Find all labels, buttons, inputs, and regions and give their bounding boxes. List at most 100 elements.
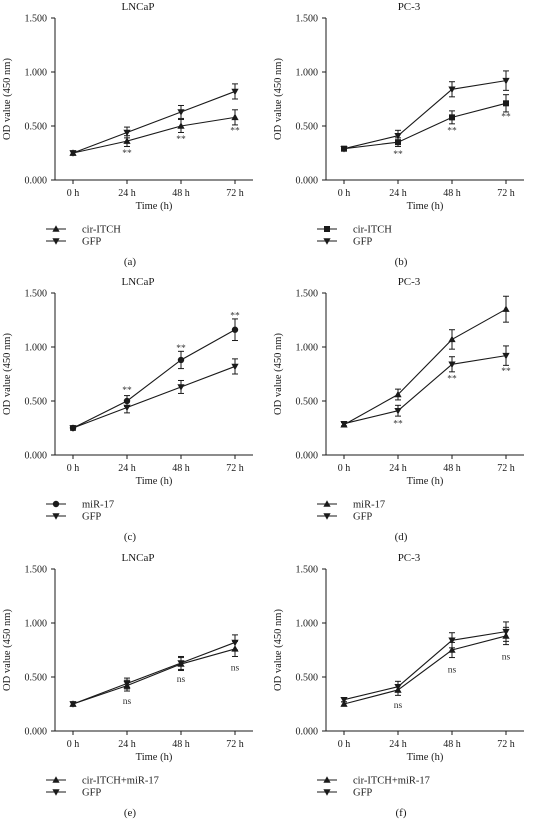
y-axis-label: OD value (450 nm) [2, 58, 13, 140]
y-tick-label: 1.000 [25, 343, 48, 354]
legend-label: cir-ITCH [82, 225, 121, 236]
data-point [340, 696, 348, 704]
x-tick-label: 0 h [338, 188, 351, 199]
data-point [395, 139, 401, 146]
series-0 [340, 295, 510, 428]
legend-marker [52, 789, 60, 796]
chart-svg: LNCaP 0.000 0.500 1.000 1.500 0 h 24 h 48 h 72 h… [2, 552, 253, 819]
x-axis-label: Time (h) [136, 476, 173, 487]
chart-title: LNCaP [122, 1, 155, 13]
significance-label: ns [123, 697, 132, 707]
data-point [123, 137, 131, 144]
x-axis-label: Time (h) [407, 752, 444, 763]
legend-marker [324, 226, 330, 232]
y-axis-label: OD value (450 nm) [273, 609, 284, 691]
series-line [72, 116, 236, 154]
y-tick-label: 0.000 [25, 727, 48, 738]
y-tick-label: 1.000 [25, 619, 48, 630]
y-tick-label: 0.000 [25, 176, 48, 187]
data-point [394, 407, 402, 415]
chart-svg: PC-3 0.000 0.500 1.000 1.500 0 h 24 h 48 h 72 h T… [273, 276, 524, 543]
data-point [123, 129, 131, 137]
x-tick-label: 48 h [172, 188, 190, 199]
x-axis-label: Time (h) [407, 201, 444, 212]
y-tick-label: 1.500 [25, 289, 48, 300]
data-point [123, 680, 131, 688]
significance-label: ns [502, 652, 511, 662]
chart-title: PC-3 [398, 1, 421, 13]
legend-marker [323, 789, 331, 796]
panel-d: PC-3 0.000 0.500 1.000 1.500 0 h 24 h 48 h 72 h T… [271, 275, 542, 550]
x-tick-label: 24 h [118, 188, 136, 199]
significance-label: ** [176, 344, 186, 354]
data-point [231, 88, 239, 96]
x-tick-label: 48 h [443, 188, 461, 199]
x-tick-label: 48 h [443, 739, 461, 750]
data-point [448, 646, 456, 653]
panel-b: PC-3 0.000 0.500 1.000 1.500 0 h 24 h 48 h 72 h T… [271, 0, 542, 275]
significance-label: ** [501, 112, 511, 122]
data-point [177, 660, 185, 667]
panel-letter: (e) [124, 807, 137, 819]
series-line [72, 365, 236, 429]
data-point [231, 639, 239, 647]
panel-letter: (d) [395, 531, 408, 543]
y-tick-label: 0.000 [296, 451, 319, 462]
legend-label: miR-17 [353, 500, 385, 511]
data-point [502, 77, 510, 85]
data-point [340, 420, 348, 428]
data-point [231, 363, 239, 371]
legend-label: cir-ITCH+miR-17 [353, 776, 430, 787]
series-line [343, 308, 507, 426]
data-point [449, 114, 455, 121]
x-axis-label: Time (h) [407, 476, 444, 487]
series-1 [69, 358, 239, 432]
y-tick-label: 0.500 [296, 122, 319, 133]
panel-f: PC-3 0.000 0.500 1.000 1.500 0 h 24 h 48 h 72 h T… [271, 551, 542, 826]
y-tick-label: 1.500 [296, 14, 319, 25]
legend-marker [323, 500, 331, 507]
x-tick-label: 0 h [67, 739, 80, 750]
series-line [72, 90, 236, 154]
legend-marker [52, 500, 60, 508]
legend-marker [323, 776, 331, 783]
data-point [394, 132, 402, 140]
data-point [503, 100, 509, 107]
data-point [177, 384, 185, 391]
legend-label: cir-ITCH [353, 225, 392, 236]
legend-marker [52, 776, 60, 783]
x-tick-label: 72 h [497, 463, 515, 474]
y-tick-label: 0.000 [296, 727, 319, 738]
x-tick-label: 48 h [443, 463, 461, 474]
data-point [69, 701, 77, 708]
legend-marker [323, 513, 331, 520]
series-line [72, 329, 236, 429]
series-line [72, 648, 236, 705]
data-point [177, 109, 185, 116]
x-tick-label: 48 h [172, 739, 190, 750]
data-point [394, 390, 402, 398]
legend-marker [52, 225, 60, 232]
legend-label: GFP [353, 237, 372, 248]
y-tick-label: 0.500 [296, 397, 319, 408]
panel-a: LNCaP 0.000 0.500 1.000 1.500 0 h 24 h 48 h 72 h… [0, 0, 271, 275]
chart-svg: LNCaP 0.000 0.500 1.000 1.500 0 h 24 h 48 h 72 h… [2, 1, 253, 268]
x-tick-label: 72 h [226, 188, 244, 199]
y-tick-label: 0.000 [296, 176, 319, 187]
y-tick-label: 1.000 [25, 68, 48, 79]
y-tick-label: 1.500 [25, 14, 48, 25]
data-point [502, 352, 510, 360]
y-tick-label: 0.500 [25, 122, 48, 133]
data-point [448, 361, 456, 369]
panel-letter: (a) [124, 256, 137, 268]
legend-label: cir-ITCH+miR-17 [82, 776, 159, 787]
chart-svg: PC-3 0.000 0.500 1.000 1.500 0 h 24 h 48 h 72 h T… [273, 1, 524, 268]
significance-label: ** [501, 367, 511, 377]
x-tick-label: 24 h [389, 188, 407, 199]
significance-label: ** [230, 312, 240, 322]
significance-label: ** [122, 149, 132, 159]
significance-label: ns [177, 675, 186, 685]
data-point [448, 86, 456, 94]
significance-label: ** [393, 150, 403, 160]
